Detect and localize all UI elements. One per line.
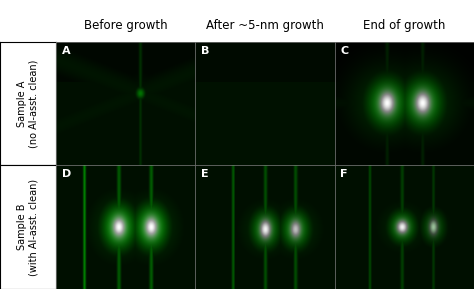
- Text: Before growth: Before growth: [84, 19, 167, 32]
- Text: A: A: [62, 46, 70, 55]
- Text: C: C: [340, 46, 348, 55]
- Text: B: B: [201, 46, 209, 55]
- Text: D: D: [62, 169, 71, 179]
- Text: Sample A
(no Al-asst. clean): Sample A (no Al-asst. clean): [17, 60, 39, 148]
- Text: F: F: [340, 169, 348, 179]
- Text: Sample B
(with Al-asst. clean): Sample B (with Al-asst. clean): [17, 179, 39, 276]
- Text: End of growth: End of growth: [363, 19, 446, 32]
- Text: E: E: [201, 169, 209, 179]
- Text: After ~5-nm growth: After ~5-nm growth: [206, 19, 324, 32]
